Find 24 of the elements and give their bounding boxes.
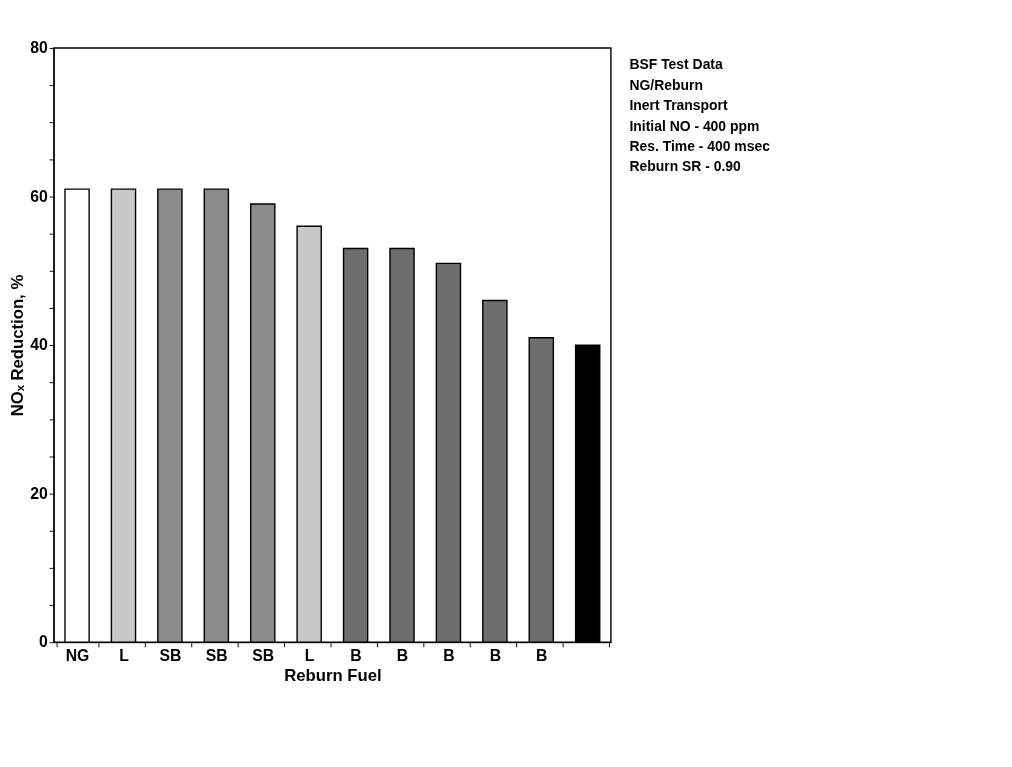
x-axis-title: Reburn Fuel (284, 665, 382, 685)
y-axis-title: NOₓ Reduction, % (7, 274, 27, 417)
x-tick-label: B (443, 647, 455, 665)
text: Inert Transport (629, 97, 728, 114)
text: Reburn SR - 0.90 (629, 158, 742, 175)
x-tick-label: SB (159, 647, 182, 665)
text: BSF Test Data (629, 56, 723, 73)
text: Res. Time - 400 msec (629, 138, 771, 155)
y-tick-label: 60 (30, 187, 49, 205)
x-tick-label: NG (65, 647, 90, 665)
x-tick-label: L (304, 647, 315, 665)
x-tick-label: B (489, 647, 502, 665)
y-tick-label: 80 (30, 39, 49, 57)
y-tick-label: 40 (30, 336, 49, 354)
text: NG/Reburn (629, 76, 703, 93)
x-tick-label: SB (205, 647, 228, 665)
x-tick-label: B (396, 647, 409, 665)
x-tick-label: B (350, 647, 362, 665)
y-tick-label: 20 (30, 484, 49, 502)
text: Initial NO - 400 ppm (629, 117, 760, 134)
x-tick-label: B (536, 647, 548, 665)
x-tick-label: SB (252, 647, 275, 665)
x-tick-label: L (119, 647, 130, 665)
y-tick-label: 0 (39, 633, 49, 651)
